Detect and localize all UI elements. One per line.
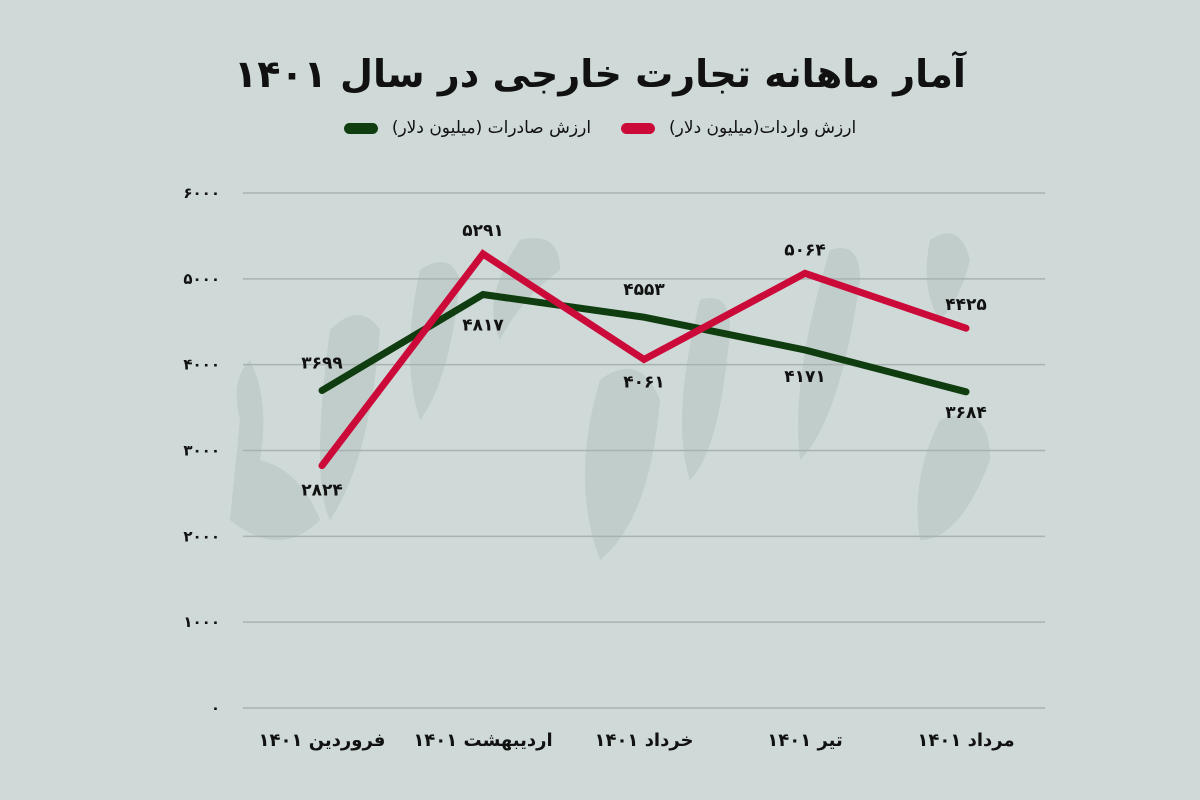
imports-data-label: ۴۰۶۱ xyxy=(623,372,665,392)
x-tick-label: مرداد ۱۴۰۱ xyxy=(917,730,1014,751)
imports-data-label: ۵۲۹۱ xyxy=(462,221,504,241)
series-lines xyxy=(318,249,970,470)
y-tick-label: ۰ xyxy=(211,699,220,717)
watermark-shape xyxy=(585,368,660,560)
exports-data-label: ۴۱۷۱ xyxy=(784,367,826,387)
exports-data-label: ۳۶۸۴ xyxy=(945,403,987,423)
exports-data-label: ۴۸۱۷ xyxy=(462,316,504,336)
y-tick-label: ۳۰۰۰ xyxy=(183,442,220,460)
y-tick-label: ۵۰۰۰ xyxy=(183,270,220,288)
imports-data-label: ۴۴۲۵ xyxy=(945,295,987,315)
watermark-shape xyxy=(926,233,970,320)
exports-data-label: ۳۶۹۹ xyxy=(301,354,343,374)
y-tick-label: ۶۰۰۰ xyxy=(183,184,220,202)
imports-data-label: ۵۰۶۴ xyxy=(784,240,826,260)
legend-swatch-imports xyxy=(621,122,656,134)
watermark-shape xyxy=(230,360,320,540)
chart-title: آمار ماهانه تجارت خارجی در سال ۱۴۰۱ xyxy=(234,52,966,96)
gridlines xyxy=(243,192,1045,709)
y-tick-label: ۴۰۰۰ xyxy=(183,356,220,374)
watermark-shape xyxy=(917,415,990,540)
legend-item-imports: ارزش واردات(میلیون دلار) xyxy=(621,118,856,138)
x-axis-ticks: فروردین ۱۴۰۱ اردیبهشت ۱۴۰۱ خرداد ۱۴۰۱ تیر ۱… xyxy=(259,730,1015,751)
x-tick-label: خرداد ۱۴۰۱ xyxy=(594,730,693,751)
legend: ارزش واردات(میلیون دلار) ارزش صادرات (می… xyxy=(0,118,1200,138)
legend-label-exports: ارزش صادرات (میلیون دلار) xyxy=(391,118,592,138)
imports-data-label: ۲۸۲۴ xyxy=(301,481,343,501)
watermark xyxy=(230,233,990,560)
legend-item-exports: ارزش صادرات (میلیون دلار) xyxy=(343,118,592,138)
x-tick-label: اردیبهشت ۱۴۰۱ xyxy=(413,730,552,751)
y-tick-label: ۲۰۰۰ xyxy=(183,527,220,545)
imports-line xyxy=(318,249,970,470)
watermark-shape xyxy=(682,298,730,480)
legend-label-imports: ارزش واردات(میلیون دلار) xyxy=(669,118,857,138)
y-axis-ticks: ۰ ۱۰۰۰ ۲۰۰۰ ۳۰۰۰ ۴۰۰۰ ۵۰۰۰ ۶۰۰۰ xyxy=(183,184,220,717)
y-tick-label: ۱۰۰۰ xyxy=(183,613,220,631)
watermark-shape xyxy=(493,238,560,340)
x-tick-label: تیر ۱۴۰۱ xyxy=(767,730,843,751)
data-labels: ۲۸۲۴ ۵۲۹۱ ۴۰۶۱ ۵۰۶۴ ۴۴۲۵ ۳۶۹۹ ۴۸۱۷ ۴۵۵۳ ۴۱۷۱ ۳۶۸۴ xyxy=(301,221,987,501)
exports-data-label: ۴۵۵۳ xyxy=(623,280,665,300)
legend-swatch-exports xyxy=(343,122,378,134)
x-tick-label: فروردین ۱۴۰۱ xyxy=(259,730,386,751)
